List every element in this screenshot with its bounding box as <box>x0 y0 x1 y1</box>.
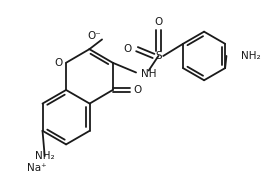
Text: NH₂: NH₂ <box>241 51 261 61</box>
Text: S: S <box>155 51 162 61</box>
Text: O: O <box>54 58 62 68</box>
Text: Na⁺: Na⁺ <box>27 163 47 173</box>
Text: NH₂: NH₂ <box>35 151 54 161</box>
Text: O⁻: O⁻ <box>87 31 101 41</box>
Text: O: O <box>134 85 142 95</box>
Text: O: O <box>154 17 163 27</box>
Text: O: O <box>123 44 132 54</box>
Text: NH: NH <box>141 69 156 79</box>
